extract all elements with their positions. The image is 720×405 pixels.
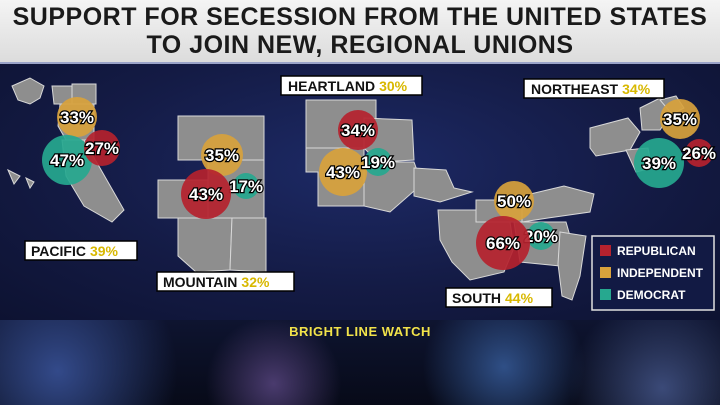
- legend-swatch-democrat: [600, 289, 611, 300]
- region-name-pacific: PACIFIC: [31, 243, 86, 259]
- mountain-independent-bubble: [201, 134, 243, 176]
- mountain-republican-value: 43%: [189, 185, 223, 204]
- source-credit: BRIGHT LINE WATCH: [289, 324, 431, 339]
- northeast-independent-bubble: [660, 99, 700, 139]
- pacific-republican-value: 27%: [85, 139, 119, 158]
- region-total-heartland: 30%: [379, 78, 408, 94]
- pacific-democrat-bubble: [42, 135, 92, 185]
- pacific-independent-value: 33%: [60, 108, 94, 127]
- heartland-democrat-bubble: [364, 148, 392, 176]
- heartland-republican-value: 34%: [341, 121, 375, 140]
- heartland-independent-bubble: [319, 148, 367, 196]
- pacific-republican-bubble: [84, 130, 120, 166]
- northeast-democrat-value: 39%: [642, 154, 676, 173]
- legend-label-democrat: DEMOCRAT: [617, 288, 686, 302]
- heartland-independent-value: 43%: [326, 163, 360, 182]
- legend-swatch-republican: [600, 245, 611, 256]
- mountain-independent-value: 35%: [205, 146, 239, 165]
- pacific-democrat-value: 47%: [50, 151, 84, 170]
- northeast-republican-bubble: [685, 139, 713, 167]
- legend: REPUBLICAN INDEPENDENT DEMOCRAT: [591, 235, 715, 311]
- northeast-republican-value: 26%: [682, 144, 716, 163]
- region-total-pacific: 39%: [90, 243, 119, 259]
- chart-title-line-1: SUPPORT FOR SECESSION FROM THE UNITED ST…: [12, 3, 708, 31]
- region-total-northeast: 34%: [622, 81, 651, 97]
- heartland-republican-bubble: [338, 110, 378, 150]
- south-democrat-value: 20%: [524, 227, 558, 246]
- legend-label-independent: INDEPENDENT: [617, 266, 704, 280]
- region-label-northeast: NORTHEAST 34%: [523, 78, 665, 99]
- chart-title-line-2: TO JOIN NEW, REGIONAL UNIONS: [146, 31, 574, 59]
- mountain-democrat-value: 17%: [229, 177, 263, 196]
- south-republican-bubble: [476, 216, 530, 270]
- region-label-pacific: PACIFIC 39%: [24, 240, 138, 261]
- south-republican-value: 66%: [486, 234, 520, 253]
- title-bar: SUPPORT FOR SECESSION FROM THE UNITED ST…: [0, 0, 720, 62]
- pacific-independent-bubble: [57, 97, 97, 137]
- mountain-republican-bubble: [181, 169, 231, 219]
- heartland-democrat-value: 19%: [361, 153, 395, 172]
- south-independent-value: 50%: [497, 192, 531, 211]
- northeast-independent-value: 35%: [663, 110, 697, 129]
- region-name-mountain: MOUNTAIN: [163, 274, 237, 290]
- region-label-heartland: HEARTLAND 30%: [280, 75, 423, 96]
- region-total-mountain: 32%: [241, 274, 270, 290]
- legend-swatch-independent: [600, 267, 611, 278]
- northeast-democrat-bubble: [634, 138, 684, 188]
- region-total-south: 44%: [505, 290, 534, 306]
- mountain-democrat-bubble: [233, 173, 259, 199]
- south-democrat-bubble: [527, 222, 555, 250]
- legend-label-republican: REPUBLICAN: [617, 244, 696, 258]
- region-name-northeast: NORTHEAST: [531, 81, 619, 97]
- bubble-layer: 33%47%27% 35%17%43%43%19%34%35%39%26%50%2…: [42, 97, 717, 270]
- region-name-south: SOUTH: [452, 290, 501, 306]
- region-label-mountain: MOUNTAIN 32%: [156, 271, 295, 292]
- region-name-heartland: HEARTLAND: [288, 78, 375, 94]
- south-independent-bubble: [494, 181, 534, 221]
- region-label-south: SOUTH 44%: [445, 287, 553, 308]
- background-city-lights: [0, 320, 720, 405]
